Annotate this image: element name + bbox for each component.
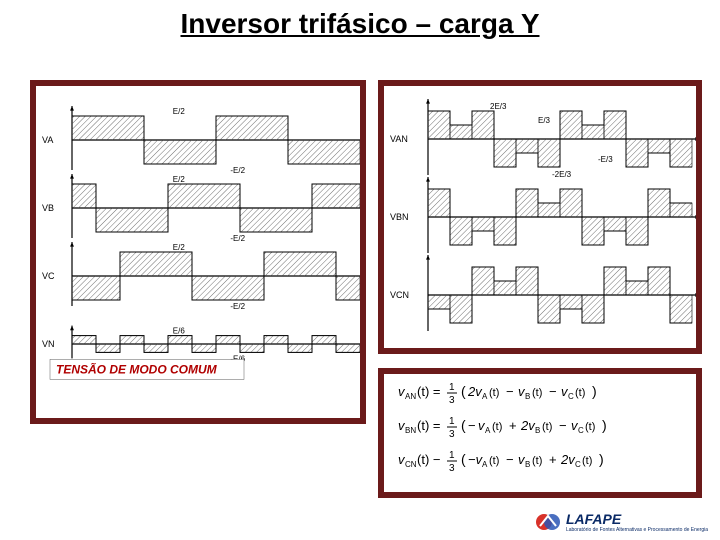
svg-text:E/2: E/2 — [173, 107, 186, 116]
svg-text:B: B — [525, 460, 530, 469]
svg-text:-E/3: -E/3 — [598, 155, 613, 164]
svg-text:(: ( — [461, 417, 466, 433]
svg-text:2E/3: 2E/3 — [490, 102, 507, 111]
svg-text:VCN: VCN — [390, 290, 409, 300]
svg-text:2v: 2v — [520, 418, 536, 433]
svg-text:-2E/3: -2E/3 — [552, 170, 572, 179]
svg-text:(t): (t) — [542, 421, 552, 433]
svg-text:B: B — [525, 392, 530, 401]
svg-text:3: 3 — [449, 463, 455, 474]
svg-text:(t): (t) — [489, 387, 499, 399]
svg-text:E/2: E/2 — [173, 175, 186, 184]
svg-text:−: − — [559, 418, 567, 433]
svg-text:VAN: VAN — [390, 134, 408, 144]
svg-text:VBN: VBN — [390, 212, 409, 222]
svg-text:(t): (t) — [585, 421, 595, 433]
svg-text:3: 3 — [449, 429, 455, 440]
svg-text:−: − — [549, 384, 557, 399]
svg-text:3: 3 — [449, 395, 455, 406]
svg-text:(t): (t) — [492, 421, 502, 433]
svg-text:+: + — [549, 452, 557, 467]
panel-left-waveforms: VAE/2-E/2VBE/2-E/2VCE/2-E/2VNE/6-E/6TENS… — [30, 80, 366, 424]
svg-text:AN: AN — [405, 392, 416, 401]
svg-text:(t) −: (t) − — [417, 452, 440, 467]
svg-text:C: C — [578, 426, 584, 435]
svg-text:(t): (t) — [489, 455, 499, 467]
logo-icon — [534, 510, 562, 534]
svg-text:(t) =: (t) = — [417, 384, 440, 399]
panel-equations: vAN(t) =13(2vA(t)−vB(t)−vC(t))vBN(t) =13… — [378, 368, 702, 498]
svg-text:TENSÃO DE MODO COMUM: TENSÃO DE MODO COMUM — [56, 361, 218, 376]
svg-text:B: B — [535, 426, 540, 435]
svg-text:2v: 2v — [560, 452, 576, 467]
svg-text:A: A — [482, 392, 488, 401]
svg-text:1: 1 — [449, 450, 455, 461]
svg-text:(t): (t) — [575, 387, 585, 399]
svg-text:-E/2: -E/2 — [230, 234, 245, 243]
svg-text:(: ( — [461, 451, 466, 467]
svg-text:−: − — [506, 384, 514, 399]
svg-text:-E/2: -E/2 — [230, 166, 245, 175]
svg-text:VA: VA — [42, 135, 53, 145]
svg-text:VC: VC — [42, 271, 55, 281]
svg-text:(t): (t) — [582, 455, 592, 467]
svg-text:(t) =: (t) = — [417, 418, 440, 433]
svg-text:CN: CN — [405, 460, 417, 469]
panel-right-waveforms: VAN 2E/3 E/3 -E/3 -2E/3 VBN VCN — [378, 80, 702, 354]
svg-text:): ) — [592, 383, 597, 399]
svg-text:A: A — [485, 426, 491, 435]
svg-text:C: C — [575, 460, 581, 469]
logo-subtitle: Laboratório de Fontes Alternativas e Pro… — [566, 527, 708, 533]
svg-text:): ) — [599, 451, 604, 467]
svg-text:2v: 2v — [467, 384, 483, 399]
svg-text:C: C — [568, 392, 574, 401]
svg-text:−: − — [506, 452, 514, 467]
svg-text:(: ( — [461, 383, 466, 399]
svg-text:-E/2: -E/2 — [230, 302, 245, 311]
svg-text:VB: VB — [42, 203, 54, 213]
svg-text:): ) — [602, 417, 607, 433]
svg-text:1: 1 — [449, 416, 455, 427]
svg-text:+: + — [509, 418, 517, 433]
logo: LAFAPE Laboratório de Fontes Alternativa… — [534, 510, 708, 534]
svg-text:BN: BN — [405, 426, 416, 435]
logo-text: LAFAPE — [566, 511, 708, 527]
svg-text:E/6: E/6 — [173, 327, 186, 336]
svg-text:(t): (t) — [532, 455, 542, 467]
svg-text:A: A — [482, 460, 488, 469]
svg-text:E/3: E/3 — [538, 116, 551, 125]
svg-text:E/2: E/2 — [173, 243, 186, 252]
page-title: Inversor trifásico – carga Y — [0, 8, 720, 40]
svg-text:(t): (t) — [532, 387, 542, 399]
svg-text:−: − — [468, 418, 476, 433]
svg-text:1: 1 — [449, 382, 455, 393]
svg-text:VN: VN — [42, 339, 55, 349]
